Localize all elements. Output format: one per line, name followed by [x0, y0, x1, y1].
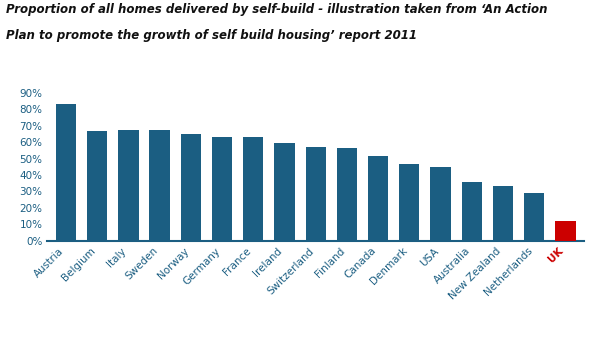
Bar	[337, 148, 357, 241]
Bar	[181, 134, 201, 241]
Bar	[368, 156, 388, 241]
Text: Proportion of all homes delivered by self-build - illustration taken from ‘An Ac: Proportion of all homes delivered by sel…	[6, 3, 548, 17]
Bar	[555, 221, 575, 241]
Bar	[243, 137, 263, 241]
Bar	[87, 131, 107, 241]
Bar	[118, 130, 139, 241]
Bar	[524, 193, 545, 241]
Bar	[149, 130, 170, 241]
Bar	[493, 186, 513, 241]
Bar	[399, 163, 419, 241]
Bar	[212, 137, 232, 241]
Bar	[430, 167, 451, 241]
Bar	[461, 182, 482, 241]
Text: Plan to promote the growth of self build housing’ report 2011: Plan to promote the growth of self build…	[6, 29, 417, 42]
Bar	[56, 104, 76, 241]
Bar	[306, 147, 326, 241]
Bar	[274, 143, 294, 241]
